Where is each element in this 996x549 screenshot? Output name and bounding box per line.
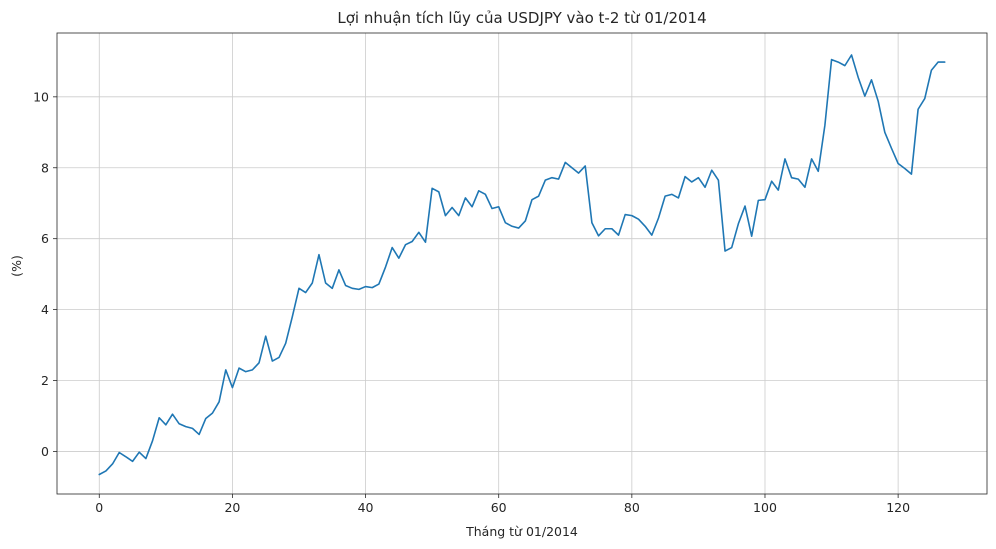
grid <box>57 33 987 494</box>
y-tick-label: 2 <box>41 373 49 388</box>
y-tick-label: 0 <box>41 444 49 459</box>
x-tick-label: 80 <box>624 500 640 515</box>
y-axis-label: (%) <box>9 255 24 277</box>
plot-frame <box>56 32 988 495</box>
x-tick-label: 0 <box>95 500 103 515</box>
x-tick-label: 40 <box>358 500 374 515</box>
x-tick-label: 60 <box>491 500 507 515</box>
x-axis-label: Tháng từ 01/2014 <box>465 524 578 539</box>
series-line <box>98 54 946 476</box>
x-tick-label: 120 <box>886 500 910 515</box>
x-tick-label: 100 <box>753 500 777 515</box>
series-line-group <box>98 54 946 476</box>
x-tick-label: 20 <box>224 500 240 515</box>
y-tick-label: 6 <box>41 231 49 246</box>
y-axis: 0 2 4 6 8 10 <box>33 89 57 459</box>
y-tick-label: 10 <box>33 89 49 104</box>
y-tick-label: 8 <box>41 160 49 175</box>
x-axis: 0 20 40 60 80 100 120 <box>95 494 910 515</box>
chart-title: Lợi nhuận tích lũy của USDJPY vào t-2 từ… <box>337 9 706 27</box>
y-tick-label: 4 <box>41 302 49 317</box>
